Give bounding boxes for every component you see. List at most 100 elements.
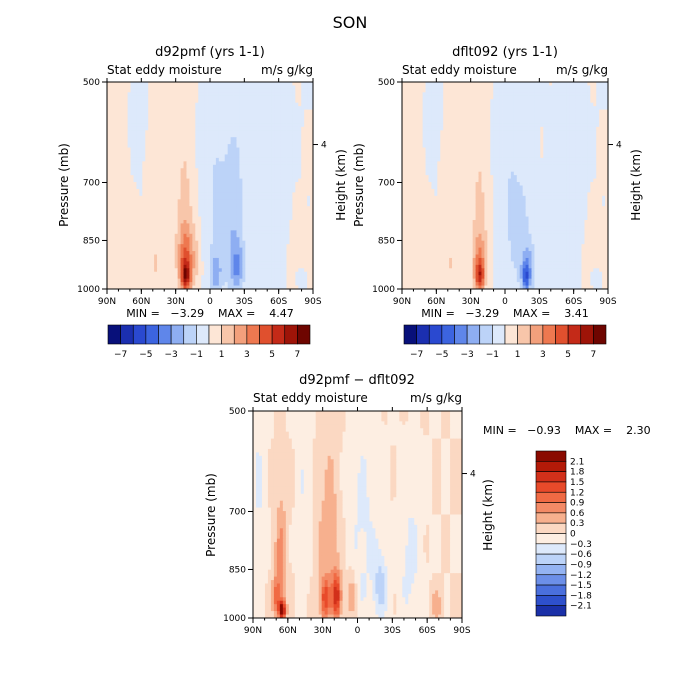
contour-cell [404, 113, 409, 117]
contour-cell [472, 102, 476, 107]
contour-cell [210, 247, 214, 252]
contour-cell [446, 85, 450, 90]
contour-cell [177, 237, 181, 242]
contour-cell [260, 157, 264, 162]
contour-cell [112, 171, 117, 176]
contour-cell [242, 164, 246, 169]
contour-cell [549, 88, 553, 93]
contour-cell [454, 116, 459, 121]
contour-cell [301, 206, 305, 211]
contour-cell [251, 233, 255, 238]
contour-cell [307, 95, 311, 100]
contour-cell [210, 278, 214, 283]
contour-cell [201, 188, 205, 193]
contour-cell [124, 168, 128, 173]
contour-cell [280, 113, 284, 117]
contour-cell [171, 154, 176, 159]
contour-cell [177, 213, 181, 217]
contour-cell [136, 144, 140, 148]
contour-cell [215, 271, 220, 276]
contour-cell [192, 206, 196, 211]
contour-cell [283, 188, 287, 193]
contour-cell [251, 223, 255, 228]
contour-cell [136, 85, 140, 90]
contour-cell [171, 226, 176, 231]
contour-cell [599, 88, 603, 93]
contour-cell [195, 123, 199, 128]
contour-cell [136, 223, 140, 228]
contour-cell [584, 85, 588, 90]
contour-cell [484, 92, 488, 97]
contour-cell [310, 202, 314, 207]
contour-cell [183, 168, 187, 173]
contour-cell [162, 275, 167, 280]
contour-cell [262, 261, 267, 266]
contour-cell [419, 92, 423, 97]
contour-cell [151, 154, 155, 159]
contour-cell [142, 168, 146, 173]
contour-cell [139, 147, 143, 152]
contour-cell [157, 188, 161, 193]
contour-cell [186, 226, 190, 231]
contour-cell [218, 216, 223, 221]
contour-cell [304, 102, 308, 107]
contour-cell [210, 171, 214, 176]
contour-cell [112, 268, 117, 273]
contour-cell [268, 278, 273, 283]
contour-cell [490, 116, 494, 121]
contour-cell [159, 278, 164, 283]
contour-cell [251, 275, 255, 280]
contour-cell [168, 285, 173, 290]
contour-cell [218, 85, 223, 90]
contour-cell [230, 116, 234, 121]
contour-cell [186, 192, 190, 197]
contour-cell [268, 185, 273, 190]
contour-cell [295, 161, 299, 166]
contour-cell [431, 102, 435, 107]
contour-cell [257, 244, 261, 248]
contour-cell [162, 137, 167, 142]
contour-cell [540, 99, 544, 104]
contour-cell [298, 154, 302, 159]
contour-cell [490, 82, 494, 86]
contour-cell [212, 123, 217, 128]
contour-cell [151, 213, 155, 217]
contour-cell [212, 216, 217, 221]
contour-cell [283, 102, 287, 107]
contour-cell [142, 182, 146, 186]
contour-cell [245, 99, 249, 104]
contour-cell [280, 185, 284, 190]
contour-cell [289, 195, 293, 200]
contour-cell [224, 88, 229, 93]
contour-cell [262, 278, 267, 283]
contour-cell [283, 264, 287, 269]
contour-cell [195, 261, 199, 266]
contour-cell [230, 237, 234, 242]
contour-cell [198, 99, 202, 104]
contour-cell [274, 95, 279, 100]
contour-cell [560, 82, 565, 86]
contour-cell [493, 85, 497, 90]
contour-cell [136, 123, 140, 128]
contour-cell [437, 116, 441, 121]
contour-cell [251, 178, 255, 183]
contour-cell [218, 282, 223, 286]
contour-cell [109, 192, 114, 197]
contour-cell [301, 195, 305, 200]
contour-cell [159, 88, 164, 93]
contour-cell [180, 113, 184, 117]
contour-cell [407, 85, 412, 90]
contour-cell [210, 164, 214, 169]
contour-cell [183, 123, 187, 128]
contour-cell [159, 285, 164, 290]
contour-cell [233, 220, 237, 224]
contour-cell [268, 223, 273, 228]
contour-cell [575, 109, 579, 114]
contour-cell [221, 130, 226, 135]
contour-cell [260, 247, 264, 252]
contour-cell [136, 271, 140, 276]
contour-cell [109, 123, 114, 128]
contour-cell [304, 168, 308, 173]
contour-cell [168, 175, 173, 179]
contour-cell [201, 95, 205, 100]
